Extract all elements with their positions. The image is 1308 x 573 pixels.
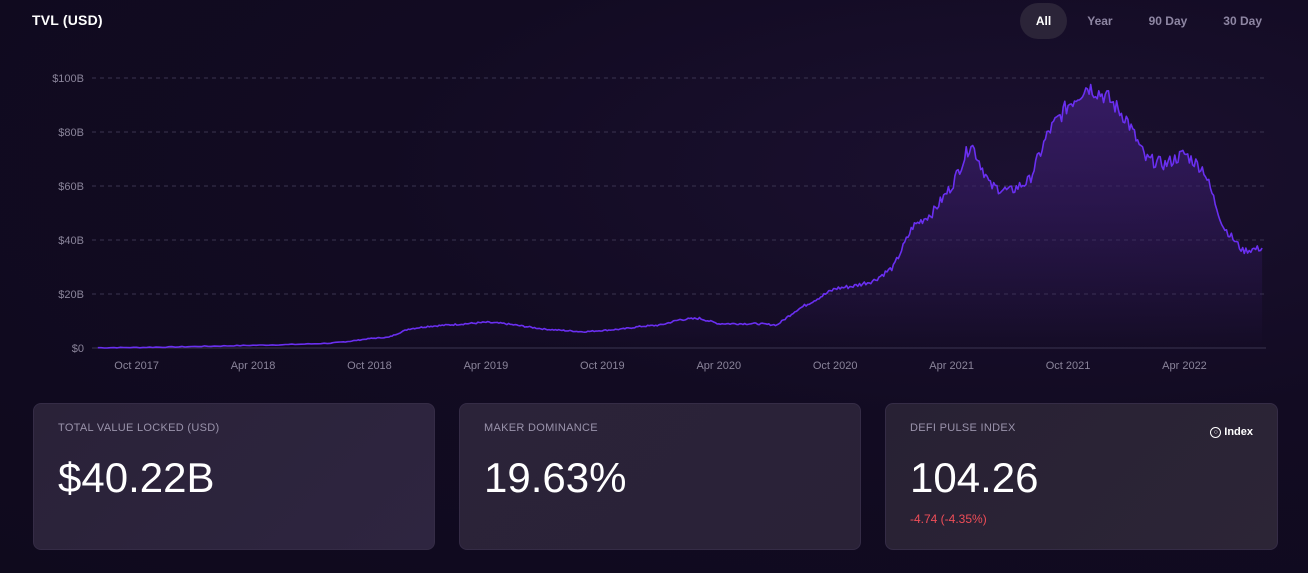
x-tick-label: Oct 2018 [347, 360, 392, 372]
tvl-area [97, 84, 1263, 348]
tab-90-day[interactable]: 90 Day [1148, 14, 1188, 28]
tab-year[interactable]: Year [1087, 14, 1113, 28]
x-tick-label: Apr 2018 [231, 360, 276, 372]
x-tick-label: Oct 2019 [580, 360, 625, 372]
y-tick-label: $0 [72, 343, 84, 355]
x-tick-label: Apr 2021 [929, 360, 974, 372]
dpi-value: 104.26 [910, 454, 1039, 501]
index-logo-icon: ○ [1210, 426, 1222, 438]
tvl-line [97, 83, 1263, 349]
tab-30-day[interactable]: 30 Day [1223, 14, 1262, 28]
dpi-label: DEFI PULSE INDEX [910, 422, 1016, 434]
tvl-chart: $0 $20B $40B $60B $80B $100B Oct 2017 Apr 2018 O… [52, 73, 1266, 372]
tvl-card: TOTAL VALUE LOCKED (USD) $40.22B [33, 403, 435, 550]
x-tick-label: Apr 2022 [1162, 360, 1207, 372]
x-tick-label: Apr 2020 [696, 360, 741, 372]
y-tick-label: $20B [58, 289, 84, 301]
y-tick-label: $60B [58, 181, 84, 193]
time-range-tabs: All Year 90 Day 30 Day [1019, 3, 1278, 39]
y-tick-label: $80B [58, 127, 84, 139]
index-badge-label: Index [1224, 426, 1253, 438]
x-tick-label: Oct 2017 [114, 360, 159, 372]
x-tick-label: Oct 2020 [813, 360, 858, 372]
dpi-change: -4.74 (-4.35%) [910, 512, 987, 526]
defi-pulse-index-card: DEFI PULSE INDEX ○ Index 104.26 -4.74 (-… [885, 403, 1278, 550]
maker-dominance-label: MAKER DOMINANCE [484, 422, 598, 434]
tvl-label: TOTAL VALUE LOCKED (USD) [58, 422, 220, 434]
tvl-value: $40.22B [58, 454, 215, 501]
tab-all[interactable]: All [1019, 3, 1068, 39]
maker-dominance-card: MAKER DOMINANCE 19.63% [459, 403, 861, 550]
x-tick-label: Apr 2019 [464, 360, 509, 372]
chart-title: TVL (USD) [32, 12, 103, 28]
index-badge[interactable]: ○ Index [1210, 426, 1253, 438]
stat-cards: TOTAL VALUE LOCKED (USD) $40.22B MAKER D… [33, 403, 1278, 550]
x-tick-label: Oct 2021 [1046, 360, 1091, 372]
y-tick-label: $40B [58, 235, 84, 247]
y-tick-label: $100B [52, 73, 84, 85]
maker-dominance-value: 19.63% [484, 454, 627, 501]
